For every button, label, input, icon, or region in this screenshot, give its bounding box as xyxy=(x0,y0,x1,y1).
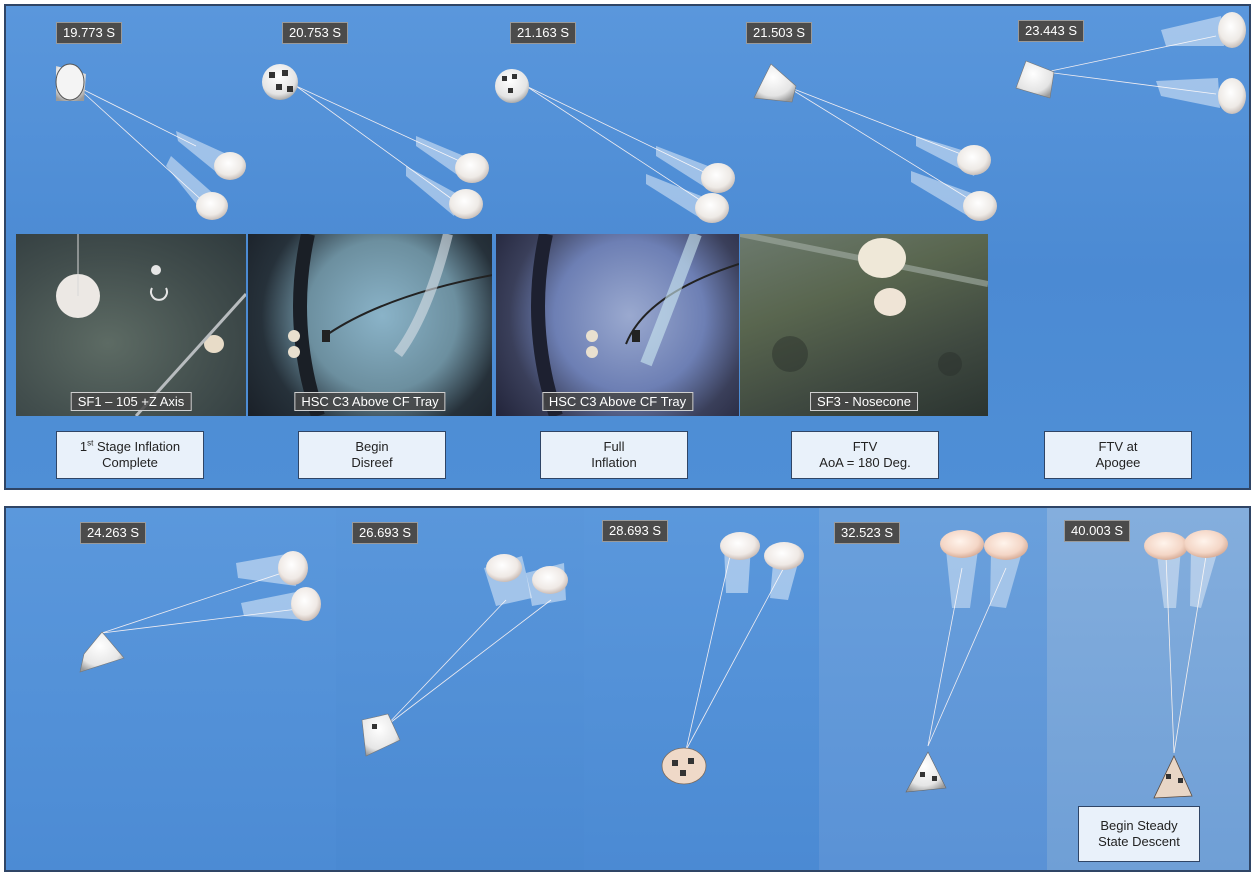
camera-label: SF3 - Nosecone xyxy=(810,392,918,411)
note-line1: Full xyxy=(603,439,625,454)
frame-3-scene xyxy=(495,69,735,223)
frame-4-scene xyxy=(753,63,997,221)
frame-8-timestamp: 28.693 S xyxy=(602,520,669,542)
frame-5-timestamp: 23.443 S xyxy=(1018,20,1085,42)
camera-view-hsc-c3-2: HSC C3 Above CF Tray xyxy=(496,234,739,416)
parachute-icon xyxy=(455,153,489,183)
event-note-ftv-apogee: FTV at Apogee xyxy=(1044,431,1192,479)
parachute-icon xyxy=(486,554,522,582)
parachute-icon xyxy=(963,191,997,221)
frame-1-timestamp: 19.773 S xyxy=(56,22,123,44)
frame-1-scene xyxy=(55,63,246,220)
camera-label: SF1 – 105 +Z Axis xyxy=(70,392,192,411)
parachute-icon xyxy=(695,193,729,223)
parachute-icon xyxy=(278,551,308,585)
frame-10-timestamp: 40.003 S xyxy=(1064,520,1131,542)
frame-5-scene xyxy=(1015,12,1246,114)
event-note-first-stage: 1st Stage Inflation Complete xyxy=(56,431,204,479)
note-line2: AoA = 180 Deg. xyxy=(819,455,911,470)
parachute-icon xyxy=(858,238,906,278)
bottom-frame-5-scene xyxy=(1144,530,1228,799)
camera-view-sf1: SF1 – 105 +Z Axis xyxy=(16,234,246,416)
note-line1-suffix: Stage Inflation xyxy=(93,439,181,454)
bottom-frame-2-scene xyxy=(361,554,568,757)
camera-view-hsc-c3-1: HSC C3 Above CF Tray xyxy=(248,234,492,416)
note-line1: Begin Steady xyxy=(1100,818,1178,833)
parachute-icon xyxy=(1218,78,1246,114)
note-line1: FTV at xyxy=(1098,439,1138,454)
note-line1: Begin xyxy=(355,439,389,454)
parachute-icon xyxy=(196,192,228,220)
bottom-sequence-panel: 24.263 S 26.693 S 28.693 S 32.523 S 40.0… xyxy=(4,506,1251,872)
event-note-steady-descent: Begin Steady State Descent xyxy=(1078,806,1200,862)
note-line1-superscript: st xyxy=(87,438,94,448)
parachute-icon xyxy=(214,152,246,180)
top-frames-illustration xyxy=(55,12,1246,223)
parachute-icon xyxy=(984,532,1028,560)
note-line2: Inflation xyxy=(591,455,637,470)
capsule-icon xyxy=(1153,755,1193,799)
parachute-icon xyxy=(1144,532,1188,560)
event-note-begin-disreef: Begin Disreef xyxy=(298,431,446,479)
parachute-icon xyxy=(764,542,804,570)
parachute-icon xyxy=(1184,530,1228,558)
parachute-icon xyxy=(940,530,984,558)
event-note-full-inflation: Full Inflation xyxy=(540,431,688,479)
capsule-icon xyxy=(753,63,797,103)
top-sequence-panel: 19.773 S 20.753 S 21.163 S 21.503 S 23.4… xyxy=(4,4,1251,490)
bottom-frames-illustration xyxy=(79,530,1228,799)
parachute-icon xyxy=(1218,12,1246,48)
bottom-frame-1-scene xyxy=(79,551,321,673)
note-line1-prefix: 1 xyxy=(79,439,88,454)
camera-label: HSC C3 Above CF Tray xyxy=(294,392,446,411)
note-line2: Disreef xyxy=(351,455,393,470)
capsule-icon xyxy=(79,631,125,673)
frame-2-timestamp: 20.753 S xyxy=(282,22,349,44)
parachute-icon xyxy=(701,163,735,193)
frame-9-timestamp: 32.523 S xyxy=(834,522,901,544)
capsule-icon xyxy=(1015,60,1055,99)
camera-label: HSC C3 Above CF Tray xyxy=(541,392,694,411)
frame-4-background xyxy=(819,508,1047,870)
note-line1: FTV xyxy=(852,439,878,454)
note-line2: Complete xyxy=(102,455,158,470)
capsule-icon xyxy=(661,747,707,785)
note-line2: State Descent xyxy=(1098,834,1180,849)
parachute-icon xyxy=(874,288,906,316)
parachute-icon xyxy=(532,566,568,594)
parachute-icon xyxy=(957,145,991,175)
event-note-ftv-aoa: FTV AoA = 180 Deg. xyxy=(791,431,939,479)
frame-4-timestamp: 21.503 S xyxy=(746,22,813,44)
parachute-icon xyxy=(720,532,760,560)
parachute-icon xyxy=(449,189,483,219)
frame-6-timestamp: 24.263 S xyxy=(80,522,147,544)
capsule-icon xyxy=(361,713,401,757)
capsule-icon xyxy=(905,751,947,793)
note-line2: Apogee xyxy=(1095,455,1141,470)
bottom-frame-3-scene xyxy=(661,532,804,785)
capsule-icon xyxy=(262,64,298,100)
camera-view-sf3: SF3 - Nosecone xyxy=(740,234,988,416)
parachute-icon xyxy=(291,587,321,621)
frame-3-timestamp: 21.163 S xyxy=(510,22,577,44)
frame-2-scene xyxy=(262,64,489,219)
frame-7-timestamp: 26.693 S xyxy=(352,522,419,544)
bottom-frame-4-scene xyxy=(905,530,1028,793)
